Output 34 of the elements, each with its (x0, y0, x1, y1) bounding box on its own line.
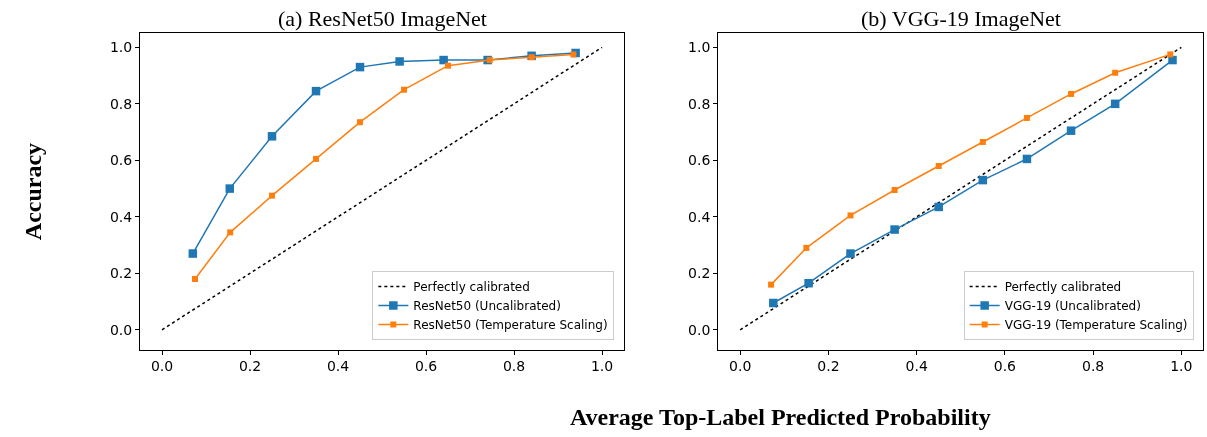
x-tick-label: 0.8 (502, 358, 526, 375)
x-axis-title: Average Top-Label Predicted Probability (570, 404, 991, 430)
y-tick-label: 0.2 (109, 265, 133, 282)
legend-label: ResNet50 (Uncalibrated) (413, 299, 561, 314)
x-tick-label: 0.2 (817, 358, 840, 375)
y-tick-label: 0.8 (688, 95, 711, 112)
x-tick-label: 0.6 (993, 358, 1017, 375)
y-tick-label: 0.6 (688, 152, 711, 169)
y-tick-label: 1.0 (688, 39, 711, 56)
x-tick-label: 0.0 (729, 358, 752, 375)
legend-label: ResNet50 (Temperature Scaling) (413, 318, 608, 333)
y-tick-label: 0.4 (109, 208, 133, 225)
x-tick-label: 1.0 (1170, 358, 1193, 375)
x-tick-label: 0.2 (238, 358, 262, 375)
legend-label: Perfectly calibrated (1004, 280, 1122, 295)
x-tick-label: 0.8 (1081, 358, 1105, 375)
x-tick-label: 0.0 (150, 358, 174, 375)
y-tick-label: 0.0 (688, 321, 711, 338)
y-tick-label: 0.6 (109, 152, 133, 169)
y-axis-title: Accuracy (20, 142, 47, 241)
x-tick-label: 1.0 (590, 358, 614, 375)
x-tick-label: 0.4 (326, 358, 350, 375)
x-tick-label: 0.6 (414, 358, 438, 375)
y-tick-label: 0.4 (688, 208, 711, 225)
legend-label: VGG-19 (Uncalibrated) (1004, 299, 1141, 314)
legend-label: Perfectly calibrated (413, 280, 530, 295)
y-tick-label: 0.8 (109, 95, 133, 112)
chart-title: (a) ResNet50 ImageNet (278, 6, 487, 31)
x-tick-label: 0.4 (905, 358, 928, 375)
legend-label: VGG-19 (Temperature Scaling) (1004, 318, 1188, 333)
y-tick-label: 0.2 (688, 265, 711, 282)
chart-title: (b) VGG-19 ImageNet (861, 6, 1061, 31)
y-tick-label: 1.0 (109, 39, 133, 56)
y-tick-label: 0.0 (109, 321, 133, 338)
